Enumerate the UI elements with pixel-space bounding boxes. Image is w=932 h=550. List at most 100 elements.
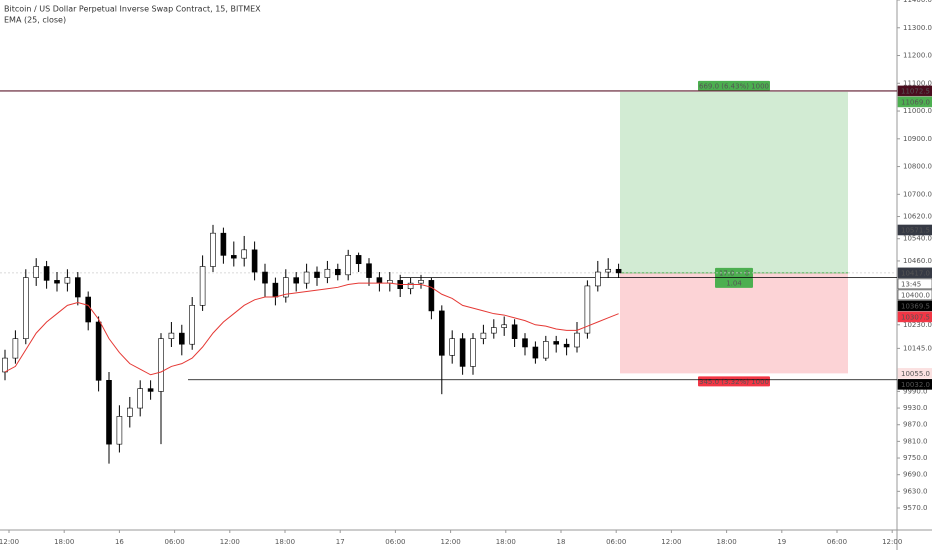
candle-body bbox=[168, 332, 175, 339]
x-tick-label: 19 bbox=[777, 538, 786, 546]
candle-body bbox=[553, 341, 560, 345]
candle-body bbox=[95, 321, 102, 381]
x-tick-label: 18:00 bbox=[275, 538, 295, 546]
y-tick-label: 9810.0 bbox=[903, 437, 928, 445]
candle-body bbox=[137, 388, 143, 409]
candle-body bbox=[428, 280, 435, 312]
ratio-label-box bbox=[715, 277, 753, 288]
x-tick-label: 12:00 bbox=[220, 538, 240, 546]
candle-body bbox=[366, 263, 372, 278]
stop-label: 345.0 (3.32%) 1000 bbox=[699, 378, 769, 386]
countdown: 13:45 bbox=[901, 280, 921, 288]
candle-body bbox=[334, 268, 341, 276]
profit-zone bbox=[620, 91, 848, 273]
y-tick-label: 11200.0 bbox=[903, 52, 932, 60]
candle-body bbox=[179, 332, 185, 345]
y-tick-label: 10800.0 bbox=[903, 163, 932, 171]
price-label: 10400.0 bbox=[901, 291, 930, 299]
candle-body bbox=[272, 282, 279, 298]
y-tick-label: 10900.0 bbox=[903, 135, 932, 143]
candle-body bbox=[532, 346, 539, 359]
y-tick-label: 9870.0 bbox=[903, 421, 928, 429]
candle-body bbox=[22, 277, 29, 339]
candle-body bbox=[511, 324, 518, 339]
ema-line bbox=[4, 282, 619, 376]
y-tick-label: 10230.0 bbox=[903, 321, 932, 329]
x-tick-label: 17 bbox=[336, 538, 345, 546]
target-label: 669.0 (6.43%) 1000 bbox=[699, 82, 769, 90]
candle-body bbox=[376, 277, 383, 284]
y-tick-label: 10540.0 bbox=[903, 235, 932, 243]
candle-body bbox=[584, 285, 591, 334]
indicator-label: EMA (25, close) bbox=[4, 16, 66, 25]
chart-title: Bitcoin / US Dollar Perpetual Inverse Sw… bbox=[4, 5, 261, 14]
x-tick-label: 12:00 bbox=[0, 538, 19, 546]
y-tick-label: 11300.0 bbox=[903, 24, 932, 32]
candle-body bbox=[324, 268, 331, 278]
x-tick-label: 12:00 bbox=[441, 538, 461, 546]
candle-body bbox=[605, 268, 612, 273]
x-tick-label: 12:00 bbox=[661, 538, 681, 546]
candle-body bbox=[542, 341, 549, 359]
price-label-box bbox=[897, 267, 932, 279]
countdown-box bbox=[897, 278, 932, 290]
candle-body bbox=[54, 280, 60, 284]
loss-zone bbox=[620, 272, 848, 374]
candle-body bbox=[293, 277, 300, 284]
price-label: 10307.5 bbox=[901, 313, 930, 321]
candle-body bbox=[501, 324, 508, 328]
x-tick-label: 18:00 bbox=[717, 538, 737, 546]
candle-body bbox=[64, 277, 71, 284]
y-tick-label: 9990.0 bbox=[903, 387, 928, 395]
candle-body bbox=[615, 268, 622, 274]
candle-body bbox=[345, 255, 352, 276]
y-tick-label: 9690.0 bbox=[903, 471, 928, 479]
mid-label: 17.0 ~ 0 bbox=[719, 269, 749, 277]
price-label: 10369.5 bbox=[901, 302, 930, 310]
candle-body bbox=[12, 338, 19, 359]
price-label-box bbox=[897, 311, 932, 323]
y-tick-label: 10145.0 bbox=[903, 344, 932, 352]
candle-body bbox=[480, 332, 487, 339]
candle-body bbox=[459, 338, 466, 367]
candle-body bbox=[210, 232, 216, 267]
price-label: 10055.0 bbox=[901, 370, 930, 378]
price-label-box bbox=[897, 96, 932, 108]
candle-body bbox=[199, 266, 206, 306]
candle-body bbox=[106, 380, 112, 445]
x-tick-label: 12:00 bbox=[882, 538, 902, 546]
candle-body bbox=[158, 338, 164, 392]
x-tick-label: 06:00 bbox=[385, 538, 405, 546]
price-label: 10571.5 bbox=[901, 226, 930, 234]
price-label-box bbox=[897, 224, 932, 236]
y-tick-label: 10460.0 bbox=[903, 257, 932, 265]
price-label-box bbox=[897, 289, 932, 301]
candle-body bbox=[33, 266, 40, 278]
price-label: 11069.0 bbox=[901, 98, 930, 106]
candle-body bbox=[189, 305, 195, 345]
y-tick-label: 11100.0 bbox=[903, 79, 932, 87]
y-tick-label: 10700.0 bbox=[903, 190, 932, 198]
target-label-box bbox=[698, 80, 770, 91]
price-label-box bbox=[897, 368, 932, 379]
candle-body bbox=[75, 277, 81, 298]
x-tick-label: 06:00 bbox=[606, 538, 626, 546]
candle-body bbox=[116, 416, 123, 445]
candle-body bbox=[490, 327, 497, 334]
candle-body bbox=[574, 332, 580, 348]
ratio-label: 1.04 bbox=[726, 279, 742, 287]
x-tick-label: 06:00 bbox=[827, 538, 847, 546]
candle-body bbox=[231, 255, 237, 259]
candle-body bbox=[594, 271, 601, 287]
x-tick-label: 18 bbox=[557, 538, 566, 546]
x-tick-label: 16 bbox=[115, 538, 124, 546]
candle-body bbox=[418, 280, 424, 284]
y-tick-label: 11400.0 bbox=[903, 0, 932, 4]
x-tick-label: 18:00 bbox=[496, 538, 516, 546]
price-label-box bbox=[897, 85, 932, 97]
candle-body bbox=[438, 310, 445, 356]
y-tick-label: 10620.0 bbox=[903, 213, 932, 221]
price-label: 10417.0 bbox=[901, 269, 930, 277]
